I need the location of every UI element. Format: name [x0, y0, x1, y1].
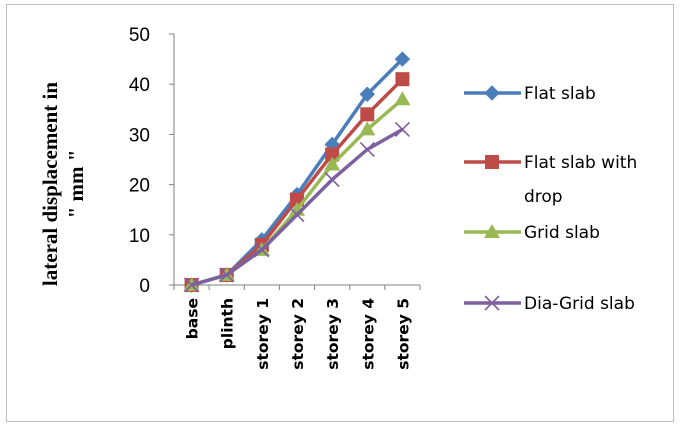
data-point-series-4 [359, 141, 375, 158]
data-point-series-4 [254, 242, 270, 258]
data-point-series-3 [359, 121, 376, 136]
y-axis-label: lateral displacement in " mm " [38, 82, 88, 286]
y-axis-label-line-1: lateral displacement in [38, 82, 62, 286]
x-category-label: storey 3 [324, 298, 342, 370]
y-tick-label: 0 [139, 276, 150, 297]
legend: Flat slab Flat slab with drop Grid slab Dia-… [464, 84, 637, 314]
y-tick-label: 40 [129, 75, 150, 96]
legend-marker [484, 85, 500, 101]
data-point-series-4 [219, 267, 235, 283]
data-point-series-4 [394, 121, 410, 137]
data-point-series-1 [394, 51, 411, 67]
legend-label: drop [524, 187, 563, 207]
data-point-series-2 [395, 72, 410, 87]
data-point-series-2 [325, 147, 340, 162]
x-category-label: storey 4 [359, 298, 377, 370]
legend-marker [485, 155, 499, 169]
legend-item-2: Flat slab with drop [464, 153, 637, 207]
legend-item-4: Dia-Grid slab [464, 294, 635, 314]
data-point-series-4 [324, 172, 340, 188]
x-category-label: base [184, 298, 202, 339]
data-point-series-1 [359, 86, 375, 102]
y-tick-label: 20 [129, 176, 150, 197]
legend-item-1: Flat slab [464, 84, 596, 104]
legend-item-3: Grid slab [464, 223, 600, 243]
data-point-series-4 [184, 277, 200, 293]
plot-area [183, 51, 411, 293]
data-point-series-3 [394, 91, 411, 106]
legend-marker [484, 295, 500, 311]
legend-label: Dia-Grid slab [524, 294, 635, 314]
data-point-series-2 [360, 107, 375, 122]
x-category-label: storey 2 [289, 298, 307, 370]
data-point-series-3 [324, 156, 341, 171]
legend-label: Flat slab [524, 84, 596, 104]
y-tick-label: 30 [129, 125, 150, 146]
y-axis-label-line-2: " mm " [64, 150, 88, 219]
axes: 0 10 20 30 40 50 base plinth storey 1 storey 2 sto… [129, 25, 421, 370]
x-category-label: storey 1 [254, 298, 272, 370]
y-tick-label: 50 [129, 25, 150, 46]
data-point-series-4 [289, 207, 305, 223]
x-category-label: storey 5 [394, 298, 412, 370]
legend-marker [484, 224, 500, 238]
legend-label: Flat slab with [524, 153, 637, 173]
y-tick-label: 10 [129, 226, 150, 247]
x-category-label: plinth [219, 298, 237, 349]
chart-frame [6, 4, 674, 422]
legend-label: Grid slab [524, 223, 600, 243]
